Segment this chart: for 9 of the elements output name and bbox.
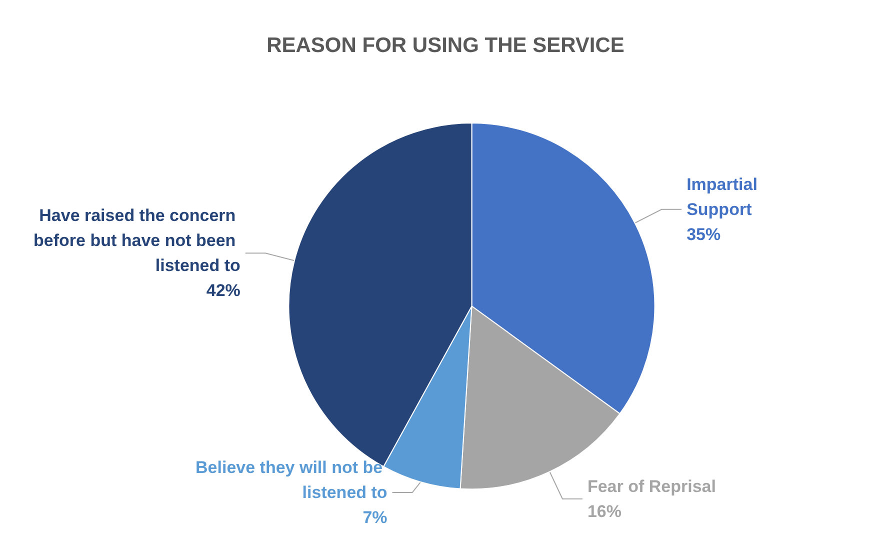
chart-title: REASON FOR USING THE SERVICE <box>266 34 624 57</box>
slice-label: Impartial Support <box>686 174 762 219</box>
slice-label: Have raised the concern before but have not been listened to <box>34 206 240 276</box>
data-label: 35% <box>686 224 721 244</box>
data-label: 42% <box>206 281 240 300</box>
slice-label: Believe they will not be listened to <box>196 458 388 502</box>
slice-label: Fear of Reprisal <box>587 476 716 496</box>
data-label: 16% <box>587 502 622 521</box>
data-label: 7% <box>362 508 388 527</box>
